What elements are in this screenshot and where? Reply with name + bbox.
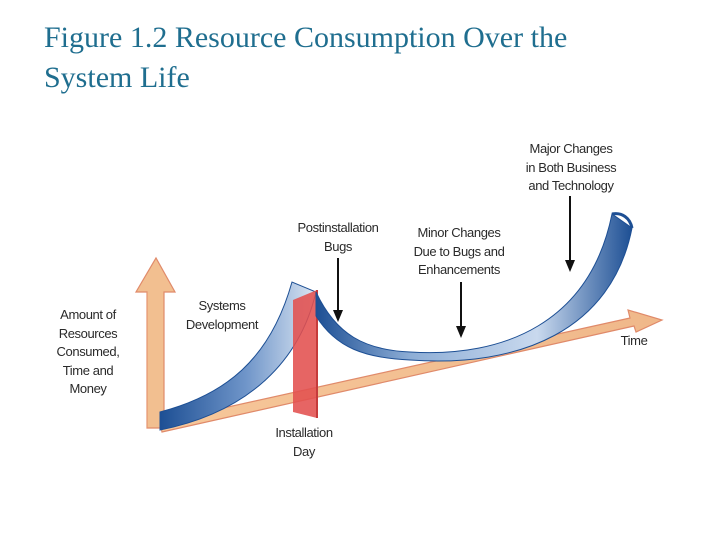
figure-title: Figure 1.2 Resource Consumption Over the… — [44, 18, 704, 98]
postinstallation-bugs-arrow — [333, 258, 343, 322]
systems-development-label: Systems Development — [185, 298, 259, 332]
major-changes-arrow — [565, 196, 575, 272]
resource-axis-arrow — [134, 256, 177, 429]
maintenance-curve — [315, 212, 634, 362]
installation-day-plane — [293, 290, 318, 418]
minor-changes-arrow — [456, 282, 466, 338]
time-axis-label: Time — [620, 333, 648, 348]
resource-axis-label: Amount of Resources Consumed, Time and M… — [56, 307, 120, 396]
postinstallation-bugs-label: Postinstallation Bugs — [297, 220, 379, 254]
minor-changes-label: Minor Changes Due to Bugs and Enhancemen… — [413, 225, 505, 277]
figure-title-line-2: System Life — [44, 61, 190, 94]
installation-day-label: Installation Day — [275, 425, 333, 459]
figure-title-line-1: Figure 1.2 Resource Consumption Over the — [44, 21, 568, 54]
major-changes-label: Major Changes in Both Business and Techn… — [525, 141, 617, 193]
